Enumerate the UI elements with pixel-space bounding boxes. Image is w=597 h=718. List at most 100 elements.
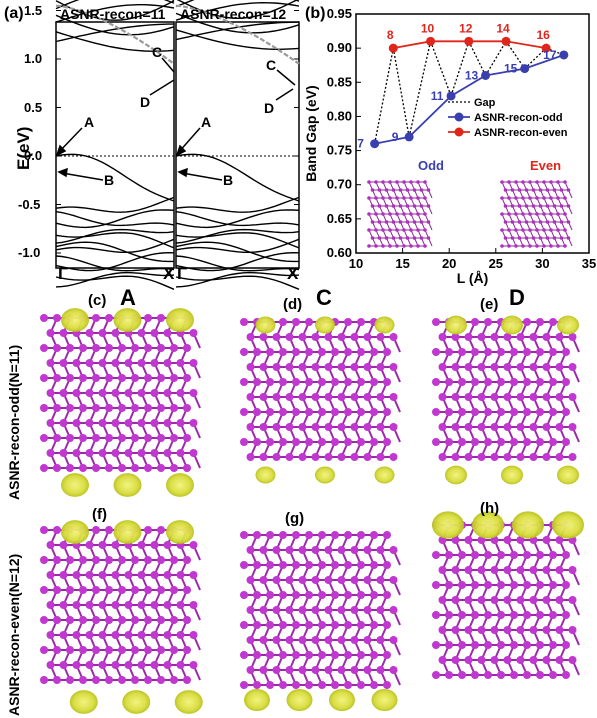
lattice-atom (59, 661, 68, 669)
lattice-atom (272, 363, 281, 371)
lattice-atom (503, 363, 512, 371)
lattice-atom (568, 363, 577, 371)
lattice-atom (246, 363, 255, 371)
ribbon-atom (423, 196, 427, 200)
lattice-atom (92, 646, 100, 654)
lattice-atom (92, 464, 100, 472)
band-ytick-label: 1.0 (24, 51, 43, 66)
ribbon-atom (388, 212, 392, 216)
ribbon-atom (395, 212, 399, 216)
lattice-atom (438, 656, 447, 664)
lattice-atom (279, 318, 287, 326)
lattice-atom (389, 423, 398, 431)
lattice-atom (163, 541, 172, 549)
lattice-atom (279, 621, 287, 629)
ribbon-atom (381, 196, 385, 200)
lattice-atom (389, 453, 398, 461)
lattice-atom (510, 378, 518, 386)
lattice-atom (53, 676, 61, 684)
ribbon-atom (398, 188, 403, 192)
lattice-atom (370, 621, 378, 629)
lattice-atom (536, 581, 544, 589)
lattice-atom (53, 646, 61, 654)
lattice-atom (66, 586, 74, 594)
lattice-atom (124, 389, 133, 397)
ribbon-atom (370, 188, 375, 192)
density-lobe (472, 511, 504, 539)
lattice-atom (324, 393, 333, 401)
lattice-atom (79, 344, 87, 352)
lattice-atom (92, 676, 100, 684)
lattice-atom (157, 586, 165, 594)
lattice-atom (542, 423, 551, 431)
lattice-atom (363, 666, 372, 674)
lattice-atom (438, 333, 447, 341)
lattice-atom (259, 393, 268, 401)
density-lobe (255, 316, 276, 334)
lattice-atom (266, 591, 274, 599)
lattice-atom (266, 651, 274, 659)
y-tick-label: 0.90 (327, 40, 352, 55)
title-n12: ASNR-recon=12 (180, 6, 287, 22)
lattice-atom (529, 333, 538, 341)
band-curve (55, 255, 175, 272)
lattice-atom (144, 676, 152, 684)
lattice-atom (389, 333, 398, 341)
band-curve (55, 209, 175, 229)
ribbon-atom (556, 196, 560, 200)
lattice-atom (66, 404, 74, 412)
lattice-atom (66, 646, 74, 654)
lattice-atom (170, 404, 178, 412)
lattice-atom (253, 561, 261, 569)
density-lobe (557, 465, 579, 485)
ribbon-atom (409, 244, 413, 248)
lattice-atom (568, 626, 577, 634)
lattice-atom (79, 616, 87, 624)
lattice-atom (549, 378, 557, 386)
band-curve (175, 12, 300, 34)
lattice-atom (350, 606, 359, 614)
lattice-atom (98, 419, 107, 427)
lattice-atom (298, 546, 307, 554)
ribbon-atom (500, 180, 504, 184)
kpoint-x-left: X (163, 264, 175, 283)
point-label: 8 (387, 28, 394, 42)
lattice-atom (555, 626, 564, 634)
ribbon-atom (402, 180, 406, 184)
ribbon-atom (552, 236, 557, 240)
lattice-atom (163, 419, 172, 427)
lattice-atom (131, 344, 139, 352)
lattice-atom (253, 591, 261, 599)
lattice-atom (376, 546, 385, 554)
lattice-atom (471, 438, 479, 446)
density-lobe (122, 690, 151, 714)
ribbon-atom (370, 204, 375, 208)
edge-state-band (55, 4, 175, 65)
lattice-atom (124, 631, 133, 639)
lattice-atom (484, 641, 492, 649)
even-label: Even (530, 158, 562, 173)
ribbon-atom (538, 220, 543, 224)
lattice-atom (370, 438, 378, 446)
ribbon-atom (549, 244, 553, 248)
lattice-atom (163, 329, 172, 337)
lattice-atom (562, 581, 570, 589)
lattice-atom (111, 329, 120, 337)
lattice-atom (350, 453, 359, 461)
lattice-atom (157, 556, 165, 564)
lattice-atom (85, 631, 94, 639)
density-lobe (113, 520, 142, 544)
lattice-atom (510, 581, 518, 589)
ribbon-atom (528, 196, 532, 200)
state-c-right: C (266, 57, 277, 73)
odd-point (446, 91, 456, 101)
lattice-atom (337, 393, 346, 401)
ribbon-atom (500, 228, 504, 232)
lattice-atom (105, 404, 113, 412)
lattice-atom (497, 438, 505, 446)
lattice-atom (324, 606, 333, 614)
ribbon-atom (521, 180, 525, 184)
ribbon-atom (545, 236, 550, 240)
odd-point (520, 64, 530, 74)
lattice-atom (337, 606, 346, 614)
